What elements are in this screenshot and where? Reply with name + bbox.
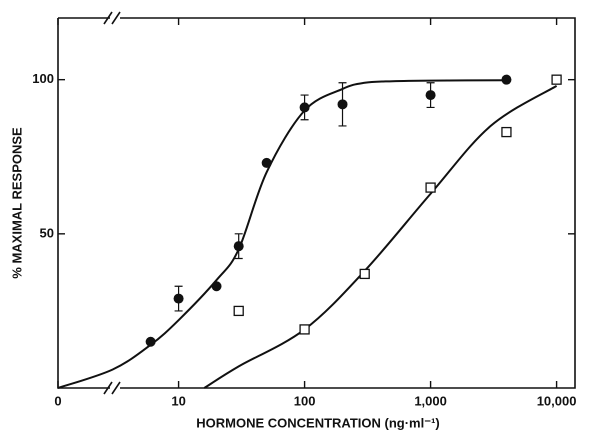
data-point	[551, 74, 562, 85]
data-point	[337, 99, 348, 110]
data-point	[299, 102, 310, 113]
x-tick-label: 1,000	[414, 393, 447, 408]
data-point	[425, 90, 436, 101]
data-point	[501, 126, 512, 138]
y-axis-label: % MAXIMAL RESPONSE	[9, 127, 24, 279]
x-tick-label: 100	[294, 393, 316, 408]
data-point	[233, 241, 244, 252]
data-point	[359, 268, 370, 280]
data-point	[173, 293, 184, 304]
y-tick-label: 50	[40, 225, 54, 240]
data-point	[425, 182, 436, 193]
data-point	[233, 305, 244, 317]
fit-curve	[57, 79, 507, 389]
y-tick-label: 100	[32, 71, 54, 86]
data-point	[261, 157, 272, 168]
axis-frame	[57, 11, 576, 395]
x-tick-label: 10	[171, 393, 185, 408]
data-point	[501, 74, 512, 85]
data-point	[211, 281, 222, 292]
data-point	[299, 324, 310, 335]
x-tick-label: 10,000	[537, 393, 577, 408]
data-point	[145, 336, 156, 347]
x-tick-label: 0	[54, 393, 61, 408]
x-axis-label: HORMONE CONCENTRATION (ng·ml⁻¹)	[196, 415, 439, 430]
fit-curve	[203, 84, 558, 389]
